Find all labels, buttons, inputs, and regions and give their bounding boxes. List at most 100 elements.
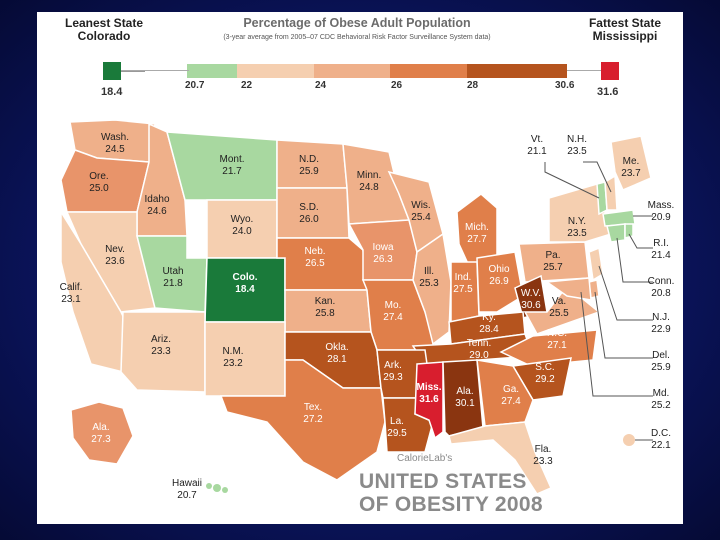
state-name-mo: Mo. — [385, 300, 402, 311]
fattest-state-heading: Fattest State Mississippi — [589, 17, 661, 43]
state-value-wash: 24.5 — [105, 144, 125, 155]
state-name-mont: Mont. — [219, 154, 244, 165]
state-name-ind: Ind. — [455, 272, 472, 283]
state-name-vt: Vt. — [531, 134, 543, 145]
state-name-alaska: Ala. — [92, 422, 109, 433]
state-name-ore: Ore. — [89, 171, 108, 182]
state-name-sc: S.C. — [535, 362, 554, 373]
state-name-me: Me. — [623, 156, 640, 167]
fattest-label: Fattest State — [588, 16, 661, 30]
state-name-va: Va. — [552, 296, 566, 307]
legend-tick-4: 26 — [391, 80, 403, 91]
leader-lines — [544, 161, 653, 441]
state-value-miss: 31.6 — [419, 394, 439, 405]
state-name-mass: Mass. — [648, 200, 675, 211]
state-conn — [606, 223, 626, 243]
state-value-vt: 21.1 — [527, 146, 547, 157]
state-name-minn: Minn. — [357, 170, 381, 181]
state-name-ga: Ga. — [503, 384, 519, 395]
state-value-ky: 28.4 — [479, 324, 499, 335]
state-name-kan: Kan. — [315, 296, 336, 307]
state-name-ri: R.I. — [653, 238, 669, 249]
brand-title-line2: OF OBESITY 2008 — [359, 493, 543, 516]
state-value-wva: 30.6 — [521, 300, 541, 311]
leanest-label: Leanest State — [65, 16, 144, 30]
state-name-fla: Fla. — [535, 444, 552, 455]
state-value-hawaii: 20.7 — [177, 490, 197, 501]
state-md — [544, 277, 592, 301]
state-value-mass: 20.9 — [651, 212, 671, 223]
state-name-tex: Tex. — [304, 402, 322, 413]
leanest-state-heading: Leanest State Colorado — [65, 17, 143, 43]
state-nj — [588, 246, 604, 282]
state-name-idaho: Idaho — [144, 194, 169, 205]
leader-md — [580, 291, 653, 397]
legend-tick-max: 31.6 — [597, 86, 619, 98]
state-value-me: 23.7 — [621, 168, 641, 179]
state-name-miss: Miss. — [416, 382, 441, 393]
state-value-nc: 27.1 — [547, 340, 567, 351]
state-value-nm: 23.2 — [223, 358, 243, 369]
state-alaska — [70, 401, 134, 465]
legend-color-bar — [187, 64, 567, 78]
legend-tick-6: 30.6 — [555, 80, 575, 91]
state-name-tenn: Tenn. — [467, 338, 491, 349]
brand-title-line1: UNITED STATES — [359, 470, 527, 493]
state-value-ala: 30.1 — [455, 398, 475, 409]
state-sd — [276, 187, 350, 239]
legend-bin-green — [187, 64, 237, 78]
state-value-mich: 27.7 — [467, 234, 487, 245]
state-value-nd: 25.9 — [299, 166, 319, 177]
legend-tick-5: 28 — [467, 80, 479, 91]
state-name-ill: Ill. — [424, 266, 434, 277]
state-value-ny: 23.5 — [567, 228, 587, 239]
map-title: Percentage of Obese Adult Population — [243, 16, 471, 30]
state-value-sd: 26.0 — [299, 214, 319, 225]
state-value-ill: 25.3 — [419, 278, 439, 289]
state-name-ark: Ark. — [384, 360, 402, 371]
state-name-utah: Utah — [162, 266, 183, 277]
legend-bin-28-30 — [467, 64, 567, 78]
brand-calorielab: CalorieLab's — [397, 453, 453, 464]
state-value-wyo: 24.0 — [232, 226, 252, 237]
state-hawaii-3 — [222, 487, 228, 493]
state-nh — [604, 174, 618, 211]
legend-fat-swatch — [601, 62, 619, 80]
legend-tick-3: 24 — [315, 80, 327, 91]
us-map: Wash.24.5Ore.25.0Idaho24.6Mont.21.7N.D.2… — [60, 119, 675, 501]
state-name-wva: W.V. — [521, 288, 541, 299]
leader-del — [594, 291, 653, 359]
state-ill — [412, 232, 452, 346]
leader-conn — [616, 237, 653, 283]
state-name-nd: N.D. — [299, 154, 319, 165]
state-name-mich: Mich. — [465, 222, 489, 233]
state-nm — [204, 321, 286, 397]
state-fla — [448, 421, 552, 495]
state-ny — [548, 183, 612, 243]
state-ohio — [476, 251, 524, 313]
state-name-wyo: Wyo. — [231, 214, 254, 225]
state-name-md: Md. — [653, 388, 670, 399]
legend-tick-2: 22 — [241, 80, 253, 91]
state-hawaii-2 — [213, 484, 221, 492]
legend-lean-swatch — [103, 62, 121, 80]
state-value-mo: 27.4 — [383, 312, 403, 323]
state-value-md: 25.2 — [651, 400, 671, 411]
state-name-nc: N.C. — [547, 328, 567, 339]
state-value-del: 25.9 — [651, 362, 671, 373]
state-name-iowa: Iowa — [372, 242, 394, 253]
state-ariz — [120, 311, 206, 393]
state-name-ny: N.Y. — [568, 216, 586, 227]
legend-line-right — [567, 70, 603, 71]
state-value-ga: 27.4 — [501, 396, 521, 407]
state-value-ark: 29.3 — [383, 372, 403, 383]
state-value-kan: 25.8 — [315, 308, 335, 319]
legend-tick-min: 18.4 — [101, 86, 123, 98]
state-name-calif: Calif. — [60, 282, 83, 293]
state-value-wis: 25.4 — [411, 212, 431, 223]
state-dc-marker — [623, 434, 635, 446]
state-value-iowa: 26.3 — [373, 254, 393, 265]
brand-title: UNITED STATES OF OBESITY 2008 — [359, 470, 543, 516]
legend-connector — [121, 70, 145, 72]
state-name-conn: Conn. — [648, 276, 675, 287]
